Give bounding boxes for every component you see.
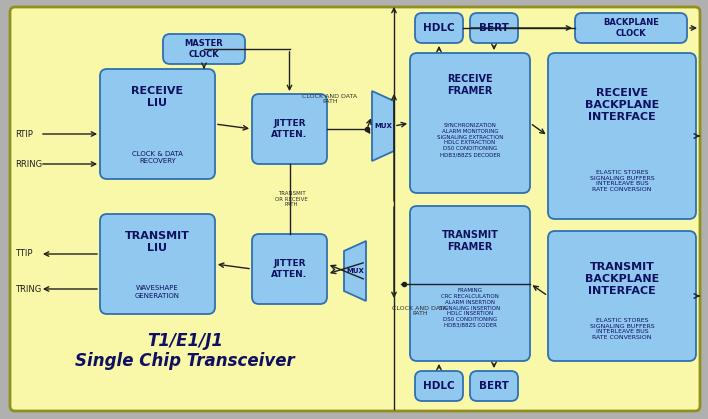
Text: JITTER
ATTEN.: JITTER ATTEN. <box>271 259 307 279</box>
Text: RTIP: RTIP <box>15 129 33 139</box>
Text: BERT: BERT <box>479 23 509 33</box>
Text: TRANSMIT
BACKPLANE
INTERFACE: TRANSMIT BACKPLANE INTERFACE <box>585 262 659 295</box>
Text: MASTER
CLOCK: MASTER CLOCK <box>185 39 224 59</box>
Text: MUX: MUX <box>346 268 364 274</box>
Text: WAVESHAPE
GENERATION: WAVESHAPE GENERATION <box>135 285 180 298</box>
FancyBboxPatch shape <box>415 13 463 43</box>
FancyBboxPatch shape <box>470 13 518 43</box>
Text: CLOCK AND DATA
PATH: CLOCK AND DATA PATH <box>302 93 358 104</box>
Text: ELASTIC STORES
SIGNALING BUFFERS
INTERLEAVE BUS
RATE CONVERSION: ELASTIC STORES SIGNALING BUFFERS INTERLE… <box>590 318 654 340</box>
Text: SYNCHRONIZATION
ALARM MONITORING
SIGNALING EXTRACTION
HDLC EXTRACTION
DS0 CONDIT: SYNCHRONIZATION ALARM MONITORING SIGNALI… <box>437 123 503 157</box>
Text: T1/E1/J1
Single Chip Transceiver: T1/E1/J1 Single Chip Transceiver <box>75 331 295 370</box>
Text: TRANSMIT
OR RECEIVE
PATH: TRANSMIT OR RECEIVE PATH <box>275 191 308 207</box>
FancyBboxPatch shape <box>410 206 530 361</box>
Text: BERT: BERT <box>479 381 509 391</box>
Text: RRING: RRING <box>15 160 42 168</box>
FancyBboxPatch shape <box>10 7 700 411</box>
Text: ELASTIC STORES
SIGNALING BUFFERS
INTERLEAVE BUS
RATE CONVERSION: ELASTIC STORES SIGNALING BUFFERS INTERLE… <box>590 170 654 192</box>
Text: CLOCK & DATA
RECOVERY: CLOCK & DATA RECOVERY <box>132 150 183 163</box>
Polygon shape <box>372 91 394 161</box>
FancyBboxPatch shape <box>470 371 518 401</box>
FancyBboxPatch shape <box>548 231 696 361</box>
FancyBboxPatch shape <box>415 371 463 401</box>
Text: TRING: TRING <box>15 285 41 293</box>
Text: TTIP: TTIP <box>15 249 33 259</box>
Text: JITTER
ATTEN.: JITTER ATTEN. <box>271 119 307 139</box>
Text: RECEIVE
FRAMER: RECEIVE FRAMER <box>447 74 493 96</box>
Text: RECEIVE
LIU: RECEIVE LIU <box>132 86 183 108</box>
Text: TRANSMIT
FRAMER: TRANSMIT FRAMER <box>442 230 498 252</box>
Text: BACKPLANE
CLOCK: BACKPLANE CLOCK <box>603 18 659 38</box>
FancyBboxPatch shape <box>410 53 530 193</box>
FancyBboxPatch shape <box>575 13 687 43</box>
FancyBboxPatch shape <box>100 69 215 179</box>
Text: RECEIVE
BACKPLANE
INTERFACE: RECEIVE BACKPLANE INTERFACE <box>585 88 659 122</box>
Text: TRANSMIT
LIU: TRANSMIT LIU <box>125 231 190 253</box>
Text: CLOCK AND DATA
PATH: CLOCK AND DATA PATH <box>392 305 447 316</box>
Text: FRAMING
CRC RECALCULATION
ALARM INSERTION
SIGNALING INSERTION
HDLC INSERTION
DS0: FRAMING CRC RECALCULATION ALARM INSERTIO… <box>440 288 501 328</box>
FancyBboxPatch shape <box>100 214 215 314</box>
Polygon shape <box>344 241 366 301</box>
FancyBboxPatch shape <box>252 94 327 164</box>
Text: HDLC: HDLC <box>423 381 455 391</box>
Text: HDLC: HDLC <box>423 23 455 33</box>
FancyBboxPatch shape <box>252 234 327 304</box>
FancyBboxPatch shape <box>548 53 696 219</box>
FancyBboxPatch shape <box>163 34 245 64</box>
Text: MUX: MUX <box>374 123 392 129</box>
